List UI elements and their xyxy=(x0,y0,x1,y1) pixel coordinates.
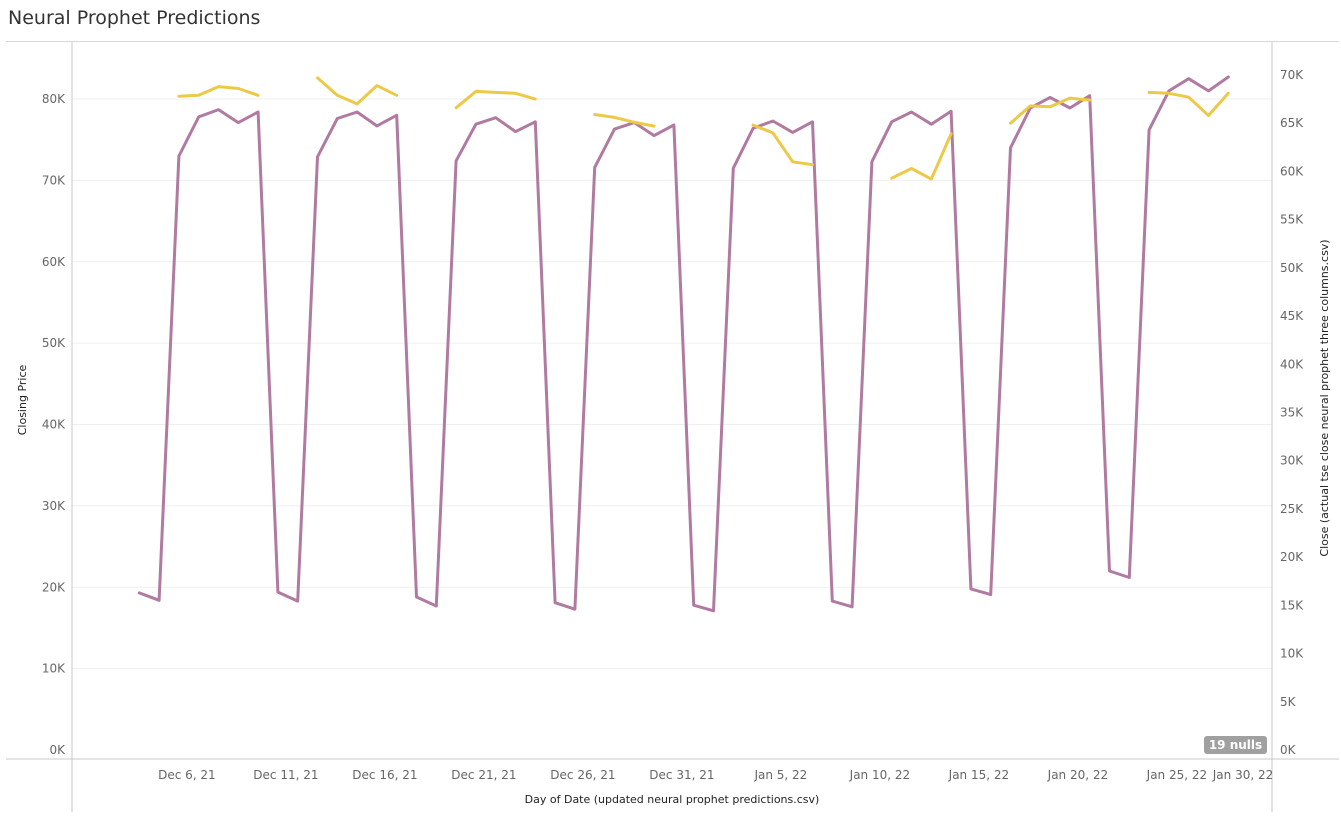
left-y-tick-label: 50K xyxy=(42,336,66,350)
right-y-tick-label: 40K xyxy=(1280,357,1304,371)
series-line-close-segment[interactable] xyxy=(753,125,812,165)
right-y-tick-label: 0K xyxy=(1280,743,1297,757)
right-y-tick-label: 20K xyxy=(1280,550,1304,564)
left-y-axis-title: Closing Price xyxy=(16,365,29,436)
right-y-tick-label: 50K xyxy=(1280,261,1304,275)
left-y-tick-label: 20K xyxy=(42,580,66,594)
right-y-tick-label: 55K xyxy=(1280,213,1304,227)
left-y-tick-label: 80K xyxy=(42,92,66,106)
right-y-tick-label: 70K xyxy=(1280,68,1304,82)
x-tick-label: Jan 10, 22 xyxy=(849,768,910,782)
series-line-close-segment[interactable] xyxy=(456,91,535,107)
left-y-tick-label: 10K xyxy=(42,662,66,676)
x-tick-label: Dec 21, 21 xyxy=(451,768,516,782)
x-tick-label: Jan 30, 22 xyxy=(1212,768,1273,782)
x-axis-ticks: Dec 6, 21 Dec 11, 21 Dec 16, 21 Dec 21, 21 D… xyxy=(158,768,1273,782)
right-y-tick-label: 65K xyxy=(1280,116,1304,130)
x-axis-title: Day of Date (updated neural prophet pred… xyxy=(525,793,820,806)
left-y-tick-label: 0K xyxy=(49,743,66,757)
right-y-tick-label: 25K xyxy=(1280,502,1304,516)
x-tick-label: Dec 31, 21 xyxy=(649,768,714,782)
right-y-tick-label: 5K xyxy=(1280,695,1297,709)
nulls-indicator-badge[interactable]: 19 nulls xyxy=(1204,736,1267,754)
x-tick-label: Jan 15, 22 xyxy=(948,768,1009,782)
x-tick-label: Dec 11, 21 xyxy=(253,768,318,782)
series-line-close-segment[interactable] xyxy=(318,78,397,104)
series-line-close-segment[interactable] xyxy=(892,134,951,179)
right-y-tick-label: 30K xyxy=(1280,454,1304,468)
axes-frame xyxy=(6,42,1339,812)
right-y-tick-label: 35K xyxy=(1280,406,1304,420)
right-y-axis-title: Close (actual tse close neural prophet t… xyxy=(1318,239,1331,556)
x-tick-label: Dec 16, 21 xyxy=(352,768,417,782)
left-y-tick-label: 40K xyxy=(42,418,66,432)
left-y-tick-label: 30K xyxy=(42,499,66,513)
right-y-tick-label: 60K xyxy=(1280,164,1304,178)
x-tick-label: Dec 6, 21 xyxy=(158,768,216,782)
x-tick-label: Jan 25, 22 xyxy=(1146,768,1207,782)
x-tick-label: Jan 5, 22 xyxy=(753,768,807,782)
series-line-closing-price[interactable] xyxy=(139,77,1228,611)
left-y-tick-label: 60K xyxy=(42,255,66,269)
right-y-axis-ticks: 0K 5K 10K 15K 20K 25K 30K 35K 40K 45K 50K 55K 60K 65K… xyxy=(1280,68,1304,757)
right-y-tick-label: 10K xyxy=(1280,647,1304,661)
x-tick-label: Jan 20, 22 xyxy=(1047,768,1108,782)
left-y-tick-label: 70K xyxy=(42,173,66,187)
right-y-tick-label: 15K xyxy=(1280,598,1304,612)
series-layer xyxy=(139,77,1228,611)
x-tick-label: Dec 26, 21 xyxy=(550,768,615,782)
left-y-axis-ticks: 0K 10K 20K 30K 40K 50K 60K 70K 80K xyxy=(42,92,66,757)
series-line-close-segment[interactable] xyxy=(179,87,258,97)
right-y-tick-label: 45K xyxy=(1280,309,1304,323)
